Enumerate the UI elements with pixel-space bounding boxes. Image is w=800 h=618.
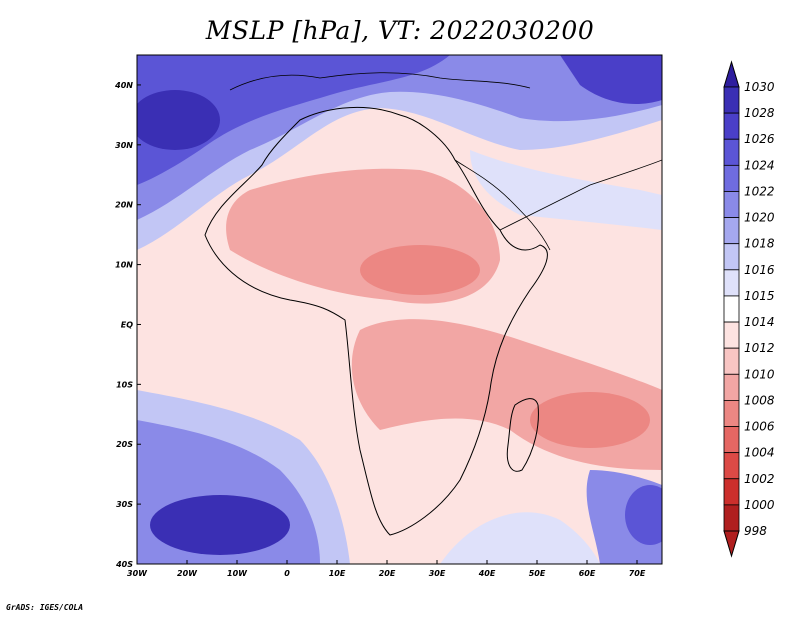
- lon-tick-label: 30E: [429, 569, 446, 578]
- footer-credit: GrADS: IGES/COLA: [6, 603, 84, 612]
- lat-tick-label: 20N: [115, 201, 133, 210]
- colorbar-swatch: [723, 504, 740, 532]
- lat-axis: 40N 30N 20N 10N EQ 10S 20S 30S 40S: [114, 81, 141, 569]
- colorbar-label: 1002: [744, 472, 775, 486]
- colorbar-swatch: [723, 452, 740, 480]
- lat-tick-label: 40N: [114, 81, 133, 90]
- lat-tick-label: EQ: [121, 320, 133, 329]
- colorbar-swatch: [723, 321, 740, 349]
- colorbar: 1030 1028 1026 1024 1022 1020 1018 1016 1015 1014…: [723, 60, 775, 558]
- colorbar-swatch: [723, 191, 740, 218]
- lon-tick-label: 20E: [379, 569, 396, 578]
- africa-coastline: [204, 106, 548, 536]
- colorbar-label: 1006: [744, 420, 775, 434]
- colorbar-swatch: [723, 269, 740, 297]
- lon-tick-label: 40E: [478, 569, 496, 578]
- lat-tick-label: 10S: [116, 380, 133, 389]
- arabia-field: [470, 150, 662, 230]
- colorbar-label: 1014: [744, 315, 775, 329]
- lon-tick-label: 10E: [329, 569, 346, 578]
- colorbar-top-arrow: [723, 60, 740, 88]
- colorbar-label: 1018: [744, 237, 775, 251]
- lon-tick-label: 60E: [579, 569, 596, 578]
- sahel-low-core: [360, 245, 480, 295]
- europe-outline: [229, 72, 531, 91]
- colorbar-label: 1016: [744, 263, 775, 277]
- lat-tick-label: 30N: [115, 141, 133, 150]
- lon-tick-label: 30W: [127, 569, 148, 578]
- colorbar-label: 1000: [744, 498, 775, 512]
- lon-tick-label: 70E: [629, 569, 646, 578]
- mozambique-low: [530, 392, 650, 448]
- colorbar-swatch: [723, 478, 740, 506]
- colorbar-label: 1022: [744, 184, 775, 198]
- colorbar-swatch: [723, 112, 740, 140]
- plot-frame: [136, 54, 663, 565]
- colorbar-swatch: [723, 400, 740, 427]
- colorbar-label: 1015: [744, 289, 775, 303]
- colorbar-swatch: [723, 373, 740, 401]
- colorbar-swatch: [723, 164, 740, 192]
- colorbar-label: 1028: [744, 106, 775, 120]
- lat-tick-label: 40S: [115, 560, 133, 569]
- colorbar-label: 1026: [744, 132, 775, 146]
- lat-tick-label: 20S: [116, 440, 133, 449]
- colorbar-label: 1012: [744, 341, 775, 355]
- colorbar-swatch: [723, 347, 740, 375]
- colorbar-label: 1030: [744, 80, 775, 94]
- azores-high: [137, 55, 450, 185]
- indian-ocean-high-core: [625, 485, 662, 545]
- colorbar-swatch: [723, 138, 740, 166]
- asia-high: [560, 55, 662, 105]
- colorbar-label: 1020: [744, 211, 775, 225]
- lon-tick-label: 50E: [529, 569, 546, 578]
- lat-tick-label: 30S: [116, 500, 133, 509]
- colorbar-bottom-arrow: [723, 530, 740, 558]
- colorbar-label: 998: [744, 524, 767, 538]
- colorbar-label: 1008: [744, 393, 775, 407]
- colorbar-label: 1024: [744, 158, 775, 172]
- arabia-outline: [454, 159, 662, 251]
- southern-ocean-ridge: [440, 512, 600, 564]
- colorbar-label: 1010: [744, 367, 775, 381]
- azores-core: [137, 90, 220, 150]
- colorbar-swatch: [723, 295, 740, 323]
- south-atlantic-high-core: [150, 495, 290, 555]
- pressure-field: [137, 55, 662, 564]
- colorbar-swatch: [723, 86, 740, 114]
- madagascar-outline: [506, 398, 539, 472]
- colorbar-swatch: [723, 426, 740, 454]
- lon-axis: 30W 20W 10W 0 10E 20E 30E 40E 50E 60E 70E: [127, 560, 646, 578]
- colorbar-label: 1004: [744, 446, 775, 460]
- lat-tick-label: 10N: [115, 261, 133, 270]
- map-title: MSLP [hPa], VT: 2022030200: [205, 16, 595, 45]
- colorbar-swatch: [723, 217, 740, 245]
- lon-tick-label: 10W: [227, 569, 248, 578]
- lon-tick-label: 20W: [177, 569, 198, 578]
- colorbar-swatch: [723, 243, 740, 271]
- lon-tick-label: 0: [284, 569, 290, 578]
